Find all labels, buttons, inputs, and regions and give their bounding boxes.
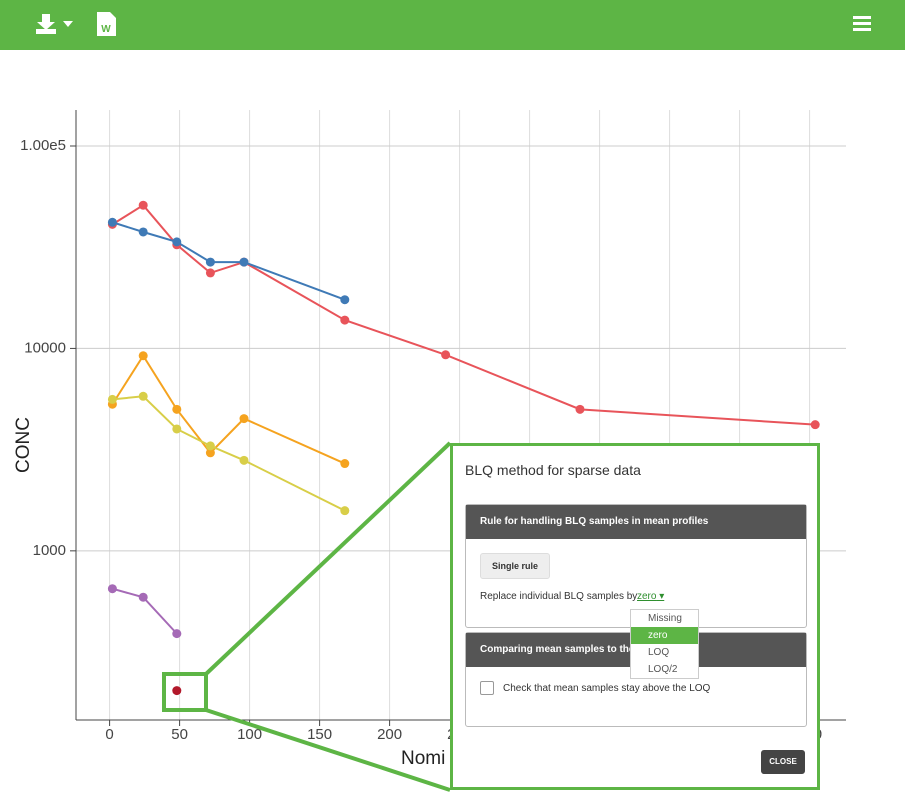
data-point	[441, 350, 451, 360]
series-line	[111, 353, 346, 465]
data-point	[138, 227, 148, 237]
x-tick-label: 100	[237, 726, 262, 743]
y-tick-label: 1.00e5	[20, 137, 66, 154]
close-button[interactable]: CLOSE	[761, 750, 805, 774]
x-axis-title: Nomi	[401, 748, 445, 769]
checkbox-label[interactable]: Check that mean samples stay above the L…	[503, 683, 711, 694]
dropdown-option[interactable]: zero	[631, 627, 698, 644]
menu-button[interactable]	[853, 16, 871, 31]
selected-value[interactable]: zero	[637, 591, 657, 602]
x-tick-label: 50	[171, 726, 188, 743]
data-point	[107, 217, 117, 227]
series-line	[112, 221, 346, 301]
data-point	[205, 441, 215, 451]
dropdown-option[interactable]: LOQ	[648, 647, 670, 658]
data-point	[138, 351, 148, 361]
data-point	[239, 257, 249, 267]
data-point	[172, 404, 182, 414]
dropdown-option[interactable]: Missing	[648, 613, 682, 624]
data-point	[575, 404, 585, 414]
dialog: BLQ method for sparse data Rule for hand…	[450, 443, 820, 790]
data-point	[239, 414, 249, 424]
data-point	[172, 629, 182, 639]
x-tick-label: 200	[377, 726, 402, 743]
checkbox[interactable]	[480, 681, 494, 695]
data-point	[172, 686, 182, 696]
data-point	[205, 268, 215, 278]
label: Replace individual BLQ samples by	[480, 591, 638, 602]
data-point	[205, 257, 215, 267]
data-point	[138, 592, 148, 602]
data-point	[172, 424, 182, 434]
x-tick-label: 150	[307, 726, 332, 743]
data-point	[810, 420, 820, 430]
panel-header: Rule for handling BLQ samples in mean pr…	[466, 505, 806, 539]
x-tick-label: 0	[105, 726, 113, 743]
data-point	[138, 391, 148, 401]
data-point	[340, 295, 350, 305]
dropdown-option[interactable]: LOQ/2	[648, 664, 678, 675]
data-point	[239, 455, 249, 465]
data-point	[172, 237, 182, 247]
svg-text:W: W	[101, 24, 111, 35]
word-export-button[interactable]: W	[97, 12, 116, 36]
data-point	[107, 394, 117, 404]
rule-button[interactable]: Single rule	[480, 553, 550, 579]
dropdown: Missing zero LOQ LOQ/2	[630, 609, 699, 679]
data-point	[138, 200, 148, 210]
data-point	[340, 506, 350, 516]
data-point	[107, 584, 117, 594]
data-point	[340, 459, 350, 469]
download-button[interactable]	[36, 14, 73, 34]
y-axis-title: CONC	[13, 417, 34, 473]
toolbar: W	[0, 0, 905, 50]
y-tick-label: 10000	[24, 339, 66, 356]
y-tick-label: 1000	[33, 542, 66, 559]
toolbar-icons: W	[36, 12, 871, 36]
dialog-title: BLQ method for sparse data	[465, 462, 641, 478]
select-link[interactable]: zero ▾	[637, 591, 665, 602]
data-point	[340, 315, 350, 325]
